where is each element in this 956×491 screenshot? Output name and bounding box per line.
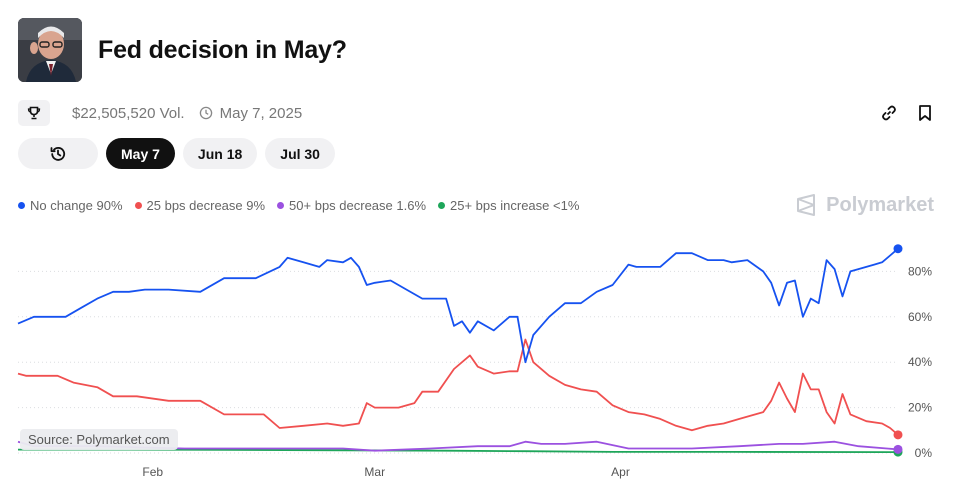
y-tick-label: 60% [908, 310, 932, 324]
legend-dot [18, 202, 25, 209]
legend-25bps-increase: 25+ bps increase <1% [438, 198, 579, 213]
legend-25bps-decrease: 25 bps decrease 9% [134, 198, 266, 213]
legend-label: No change 90% [30, 198, 123, 213]
clock-icon [199, 106, 213, 120]
legend-dot [277, 202, 285, 209]
x-tick-label: Feb [142, 465, 163, 479]
series-line-50-bps-decrease [17, 440, 899, 452]
legend-label: 50+ bps decrease 1.6% [289, 198, 427, 213]
history-tab[interactable] [18, 138, 98, 169]
date-tabs: May 7 Jun 18 Jul 30 [18, 138, 335, 169]
history-icon [50, 146, 66, 161]
x-tick-label: Apr [611, 465, 630, 479]
y-tick-label: 40% [908, 355, 932, 369]
series-end-point-no-change[interactable] [893, 244, 903, 254]
market-title: Fed decision in May? [98, 35, 347, 64]
tab-jul-30[interactable]: Jul 30 [265, 138, 335, 169]
x-axis-ticks: Feb Mar Apr [142, 465, 629, 479]
tab-jun-18[interactable]: Jun 18 [182, 138, 258, 169]
brand-name: Polymarket [826, 193, 934, 216]
y-tick-label: 20% [908, 401, 932, 415]
series-line-no-change [17, 248, 899, 364]
legend-no-change: No change 90% [18, 198, 123, 213]
series-end-point-50-bps-decrease[interactable] [893, 444, 903, 454]
legend-dot [438, 202, 446, 209]
chart-legend: No change 90% 25 bps decrease 9% 50+ bps… [18, 198, 591, 213]
polymarket-watermark: Polymarket [794, 193, 934, 217]
volume-text: $22,505,520 Vol. [72, 104, 185, 122]
market-header: Fed decision in May? [18, 18, 347, 82]
chart-series [17, 244, 903, 457]
legend-50bps-decrease: 50+ bps decrease 1.6% [277, 198, 426, 213]
legend-dot [134, 202, 142, 209]
end-date-text: May 7, 2025 [219, 104, 303, 122]
top-actions [878, 102, 936, 124]
series-line-25-bps-decrease [17, 338, 899, 436]
probability-chart: 0% 20% 40% 60% 80% Feb Mar Apr [17, 244, 932, 479]
market-meta: $22,505,520 Vol. May 7, 2025 [18, 99, 302, 127]
polymarket-logo-icon [797, 194, 816, 216]
x-tick-label: Mar [364, 465, 385, 479]
y-tick-label: 80% [908, 264, 932, 278]
y-axis-ticks: 0% 20% 40% 60% 80% [908, 264, 932, 460]
market-avatar [18, 18, 82, 82]
series-end-point-25-bps-decrease[interactable] [893, 430, 903, 440]
legend-label: 25+ bps increase <1% [450, 198, 580, 213]
bookmark-icon[interactable] [914, 102, 936, 124]
legend-label: 25 bps decrease 9% [146, 198, 266, 213]
portrait-image-icon [18, 18, 82, 82]
tab-may-7[interactable]: May 7 [106, 138, 175, 169]
chart-grid [18, 270, 898, 454]
trophy-icon[interactable] [18, 100, 50, 126]
source-label: Source: Polymarket.com [20, 429, 178, 450]
link-icon[interactable] [878, 102, 900, 124]
y-tick-label: 0% [915, 446, 933, 460]
